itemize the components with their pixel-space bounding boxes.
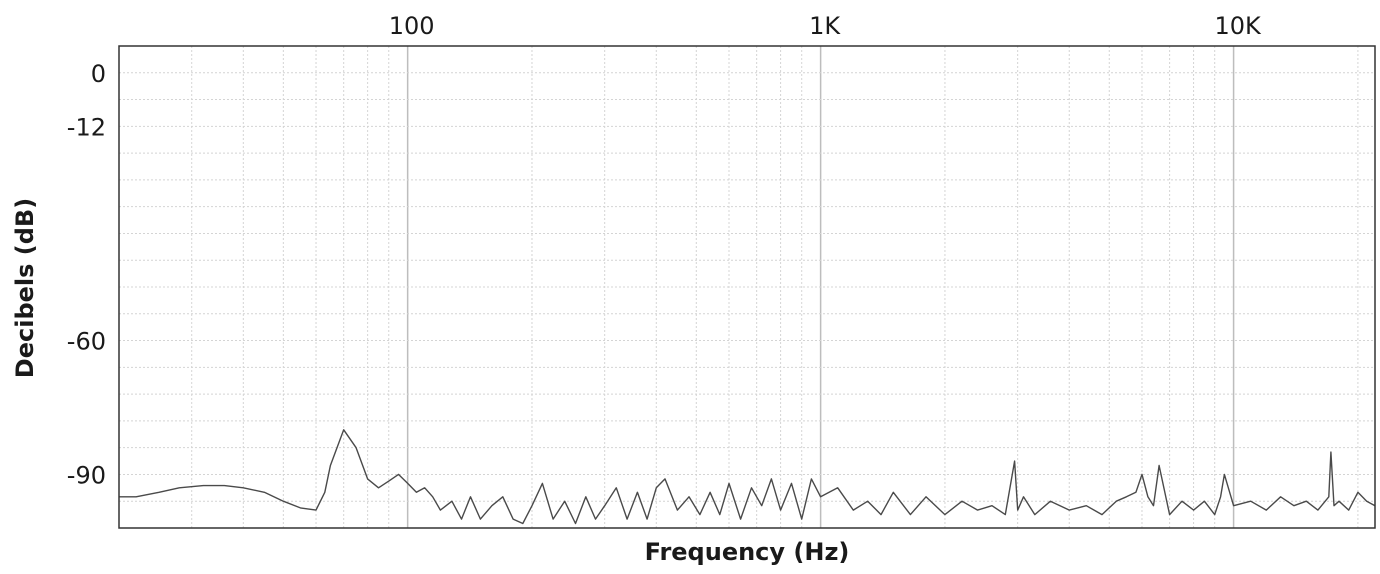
y-axis-title: Decibels (dB) bbox=[11, 198, 39, 378]
y-tick-label: -60 bbox=[67, 328, 106, 356]
y-tick-label: 0 bbox=[91, 60, 106, 88]
x-tick-label: 100 bbox=[389, 12, 435, 40]
y-tick-label: -90 bbox=[67, 461, 106, 489]
x-axis-title: Frequency (Hz) bbox=[645, 538, 850, 566]
x-tick-label: 10K bbox=[1214, 12, 1262, 40]
plot-frame bbox=[118, 45, 1376, 529]
y-tick-label: -12 bbox=[67, 113, 106, 141]
y-tick-labels: 0 -12 -60 -90 bbox=[67, 60, 106, 490]
x-tick-label: 1K bbox=[809, 12, 841, 40]
grid bbox=[118, 46, 1375, 529]
spectrum-line bbox=[119, 429, 1376, 525]
x-tick-labels: 100 1K 10K bbox=[389, 12, 1262, 40]
series-layer bbox=[119, 429, 1376, 525]
